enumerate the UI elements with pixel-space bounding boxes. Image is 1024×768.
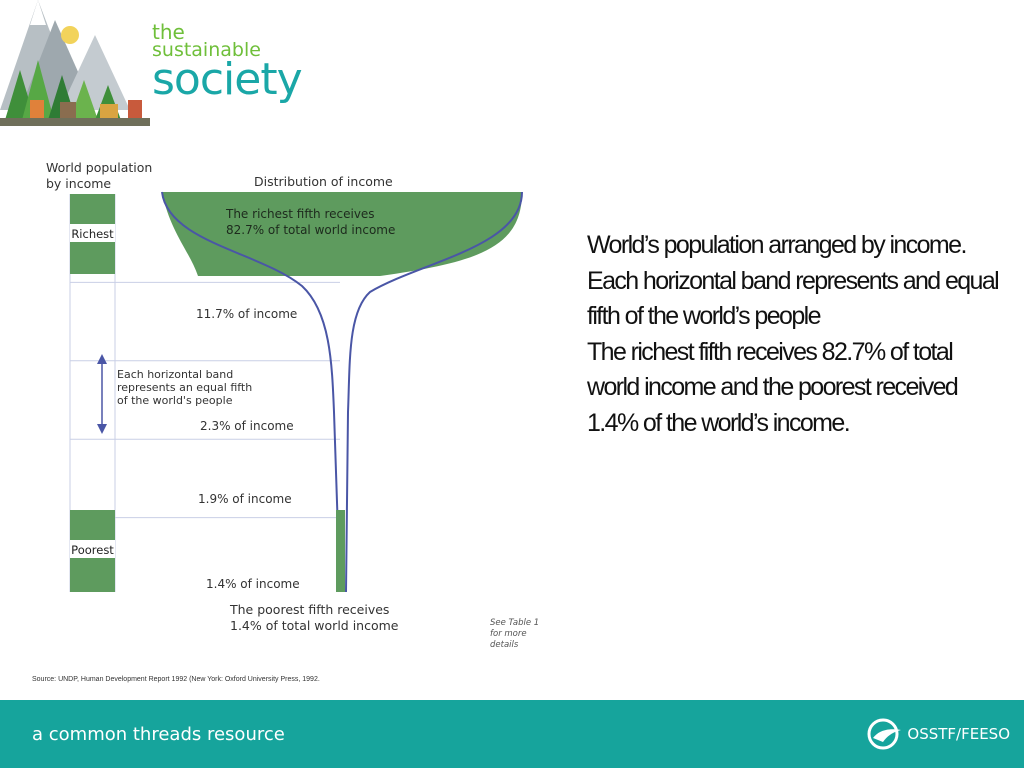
top-heading: Distribution of income <box>254 174 393 189</box>
band-5-annotation: 1.4% of income <box>206 577 300 591</box>
explanation-paragraph-1: World’s population arranged by income. E… <box>587 231 1000 330</box>
poorest-label-box <box>70 540 115 558</box>
brand-name: OSSTF/FEESO <box>907 725 1010 743</box>
richest-annotation-line-1: The richest fifth receives <box>225 207 375 221</box>
logo: the sustainable society <box>0 0 303 126</box>
bottom-note-line-1: The poorest fifth receives <box>229 602 389 617</box>
logo-word-sustainable: sustainable <box>152 39 261 61</box>
arrow-down-head <box>97 424 107 434</box>
side-note-line-1: See Table 1 <box>490 618 539 628</box>
left-heading-line-1: World population <box>46 160 152 175</box>
osstf-logo-icon <box>867 718 902 750</box>
income-distribution-chart: World population by income Distribution … <box>46 160 539 650</box>
bottom-note-line-2: 1.4% of total world income <box>230 618 399 633</box>
footer-tagline: a common threads resource <box>32 724 285 745</box>
poorest-label: Poorest <box>71 543 114 557</box>
funnel-left-edge <box>161 191 341 593</box>
explanation-paragraph-2: The richest fifth receives 82.7% of tota… <box>587 337 959 437</box>
side-note-line-3: details <box>490 640 519 650</box>
band-note-line-1: Each horizontal band <box>117 368 233 381</box>
richest-annotation-line-2: 82.7% of total world income <box>226 223 395 237</box>
brand-logo: OSSTF/FEESO <box>867 718 1010 750</box>
side-note-line-2: for more <box>490 629 527 639</box>
band-note-line-3: of the world's people <box>117 394 233 407</box>
band-2-annotation: 11.7% of income <box>196 307 297 321</box>
funnel-fill <box>162 192 522 276</box>
logo-word-the: the <box>152 20 185 44</box>
logo-word-society: society <box>152 54 303 105</box>
band-note-line-2: represents an equal fifth <box>117 381 252 394</box>
explanation-text: World’s population arranged by income. E… <box>587 228 1007 441</box>
source-citation: Source: UNDP, Human Development Report 1… <box>32 676 320 683</box>
arrow-up-head <box>97 354 107 364</box>
richest-label-box <box>70 224 115 242</box>
mountain-village-illustration <box>0 0 150 126</box>
left-heading-line-2: by income <box>46 176 111 191</box>
poorest-funnel-fill <box>336 510 345 592</box>
funnel-right-edge <box>345 191 523 593</box>
band-3-annotation: 2.3% of income <box>200 419 294 433</box>
richest-label: Richest <box>71 227 114 241</box>
footer-bar: a common threads resource OSSTF/FEESO <box>0 700 1024 768</box>
band-4-annotation: 1.9% of income <box>198 492 292 506</box>
